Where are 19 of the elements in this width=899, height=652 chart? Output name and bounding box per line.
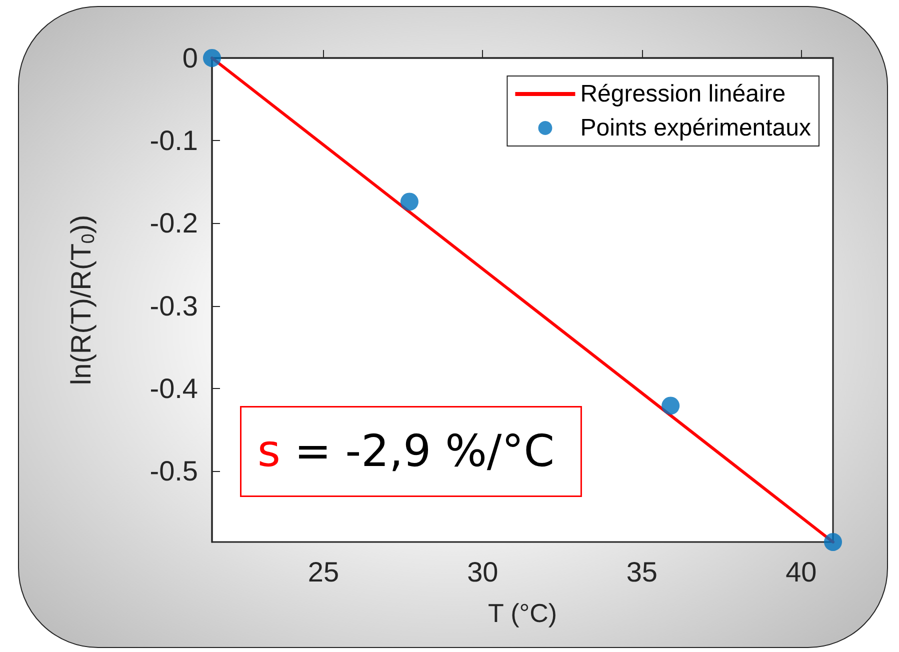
x-tick-label: 40 <box>786 556 817 588</box>
legend-label: Points expérimentaux <box>580 114 812 142</box>
point <box>824 533 842 551</box>
y-tick-label: -0.1 <box>150 125 198 156</box>
x-tick-label: 25 <box>308 556 340 588</box>
y-tick-label: -0.2 <box>150 208 198 239</box>
point <box>662 396 680 415</box>
x-tick-label: 30 <box>467 556 498 588</box>
legend-label: Régression linéaire <box>580 80 786 108</box>
y-tick-label: -0.5 <box>150 455 198 486</box>
y-tick-label: 0 <box>182 42 198 74</box>
y-axis-title: ln(R(T)/R(T0)) <box>66 214 98 386</box>
point <box>400 192 418 211</box>
x-tick-label: 35 <box>626 556 658 588</box>
y-tick-label: -0.4 <box>150 372 198 404</box>
point <box>203 49 221 67</box>
x-axis-title: T (°C) <box>488 598 558 628</box>
y-tick-label: -0.3 <box>150 290 198 322</box>
annotation: s = -2,9 %/°C <box>258 426 554 477</box>
